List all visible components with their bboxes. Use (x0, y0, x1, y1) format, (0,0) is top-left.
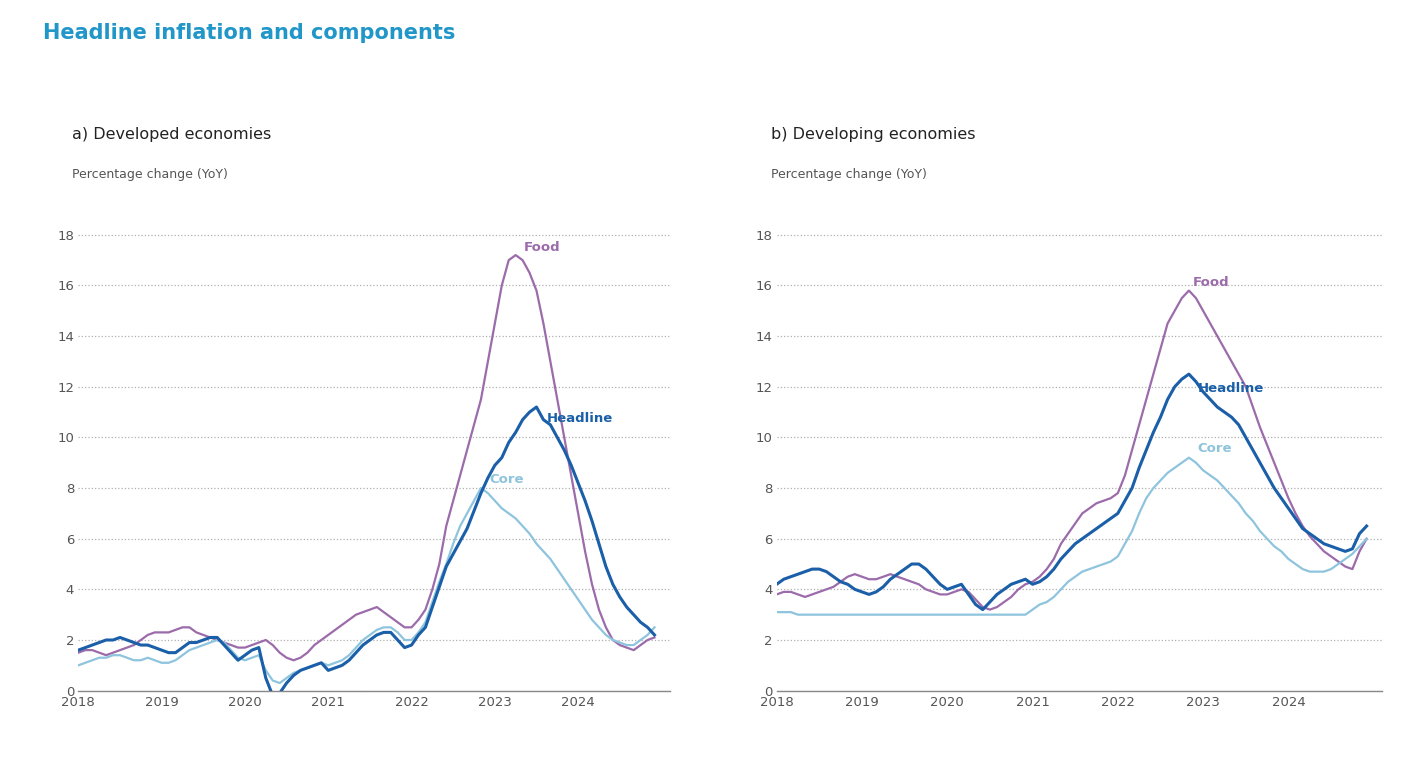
Text: Headline: Headline (546, 412, 613, 425)
Text: Core: Core (489, 473, 524, 486)
Text: Food: Food (1193, 276, 1230, 289)
Text: Core: Core (1197, 442, 1233, 456)
Text: Headline inflation and components: Headline inflation and components (43, 23, 455, 43)
Text: Food: Food (524, 241, 560, 254)
Text: b) Developing economies: b) Developing economies (771, 127, 975, 142)
Text: Percentage change (YoY): Percentage change (YoY) (73, 168, 228, 181)
Text: a) Developed economies: a) Developed economies (73, 127, 272, 142)
Text: Headline: Headline (1197, 382, 1264, 395)
Text: Percentage change (YoY): Percentage change (YoY) (771, 168, 926, 181)
